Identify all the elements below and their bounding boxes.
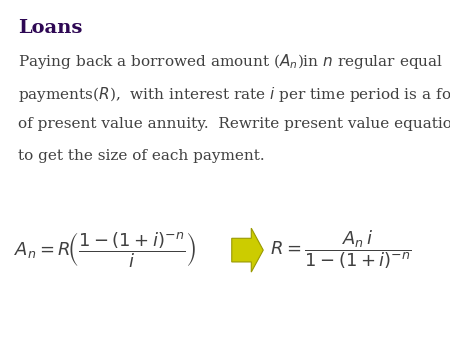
Text: Loans: Loans [18, 19, 82, 37]
Text: to get the size of each payment.: to get the size of each payment. [18, 149, 265, 163]
Text: $R = \dfrac{A_n\, i}{1-(1+i)^{-n}}$: $R = \dfrac{A_n\, i}{1-(1+i)^{-n}}$ [270, 229, 412, 271]
Text: Paying back a borrowed amount ($A_n$)in $n$ regular equal: Paying back a borrowed amount ($A_n$)in … [18, 52, 443, 71]
Polygon shape [232, 228, 263, 272]
Text: of present value annuity.  Rewrite present value equation: of present value annuity. Rewrite presen… [18, 117, 450, 130]
Text: $A_n = R\!\left(\dfrac{1-(1+i)^{-n}}{i}\right)$: $A_n = R\!\left(\dfrac{1-(1+i)^{-n}}{i}\… [14, 230, 196, 270]
Text: payments($R$),  with interest rate $i$ per time period is a form: payments($R$), with interest rate $i$ pe… [18, 84, 450, 103]
